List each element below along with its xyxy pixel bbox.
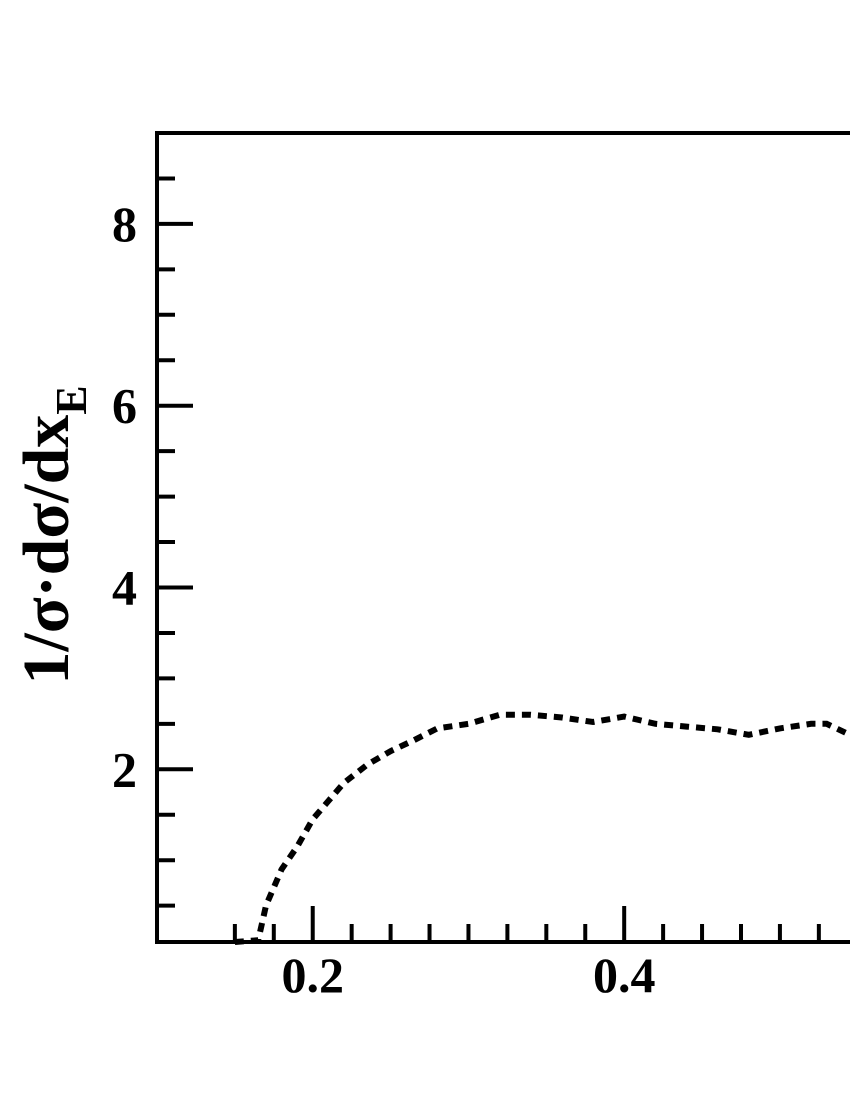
y-axis-label-subscript: E xyxy=(47,385,96,414)
y-tick-label: 4 xyxy=(112,559,137,615)
y-tick-label: 8 xyxy=(112,196,137,252)
y-tick-label: 6 xyxy=(112,378,137,434)
data-line xyxy=(234,711,850,945)
x-tick-label: 0.4 xyxy=(593,947,656,1003)
y-axis-label-main: 1/σ·dσ/dx xyxy=(10,415,83,685)
y-tick-label: 2 xyxy=(112,741,137,797)
x-tick-label: 0.2 xyxy=(281,947,344,1003)
y-axis-label: 1/σ·dσ/dxE xyxy=(10,385,96,684)
